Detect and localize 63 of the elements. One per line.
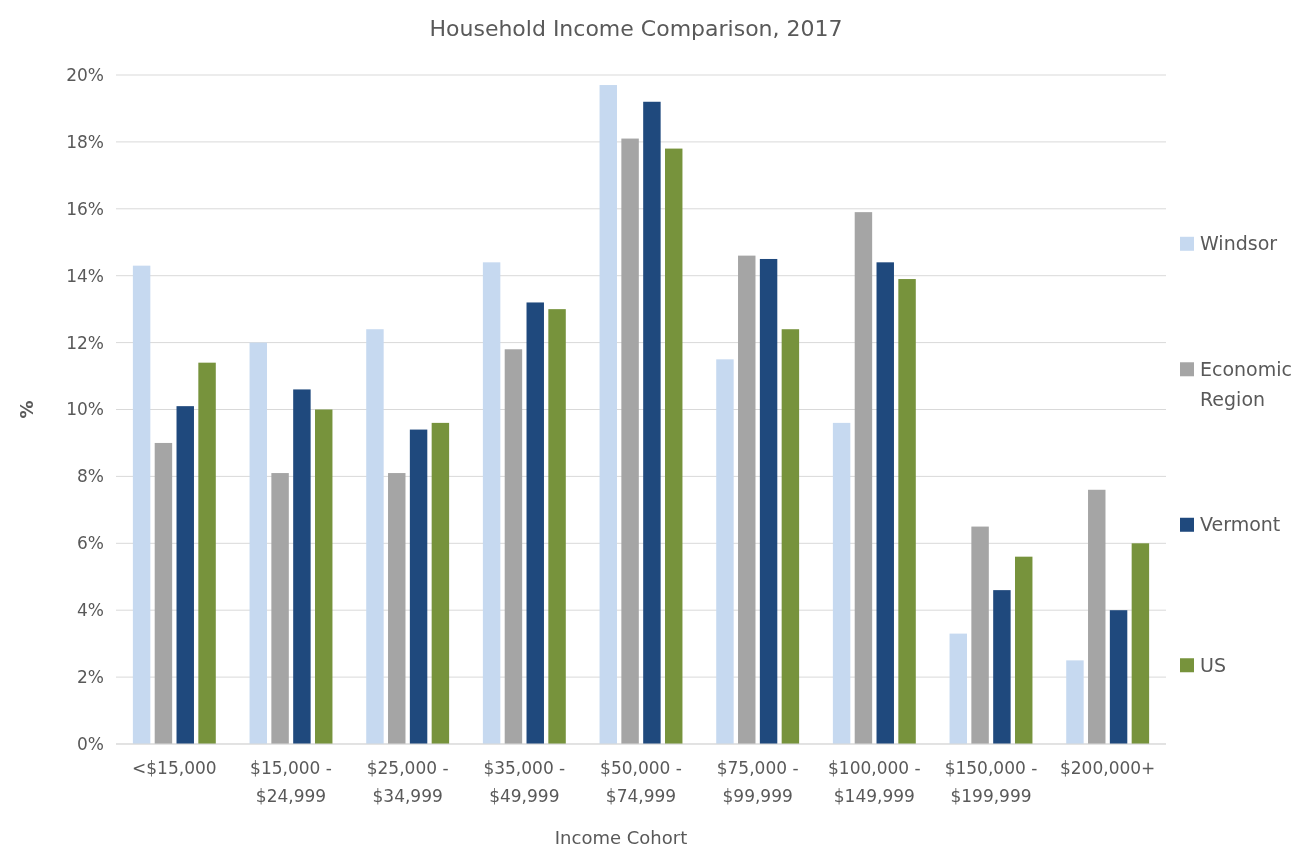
bar [599,85,617,744]
bar [431,422,450,744]
x-axis-title: Income Cohort [554,827,688,846]
y-tick-label: 10% [66,399,104,420]
bar [154,442,173,744]
bar [409,429,428,744]
bar [482,262,501,744]
bar [621,138,639,744]
y-tick-label: 18% [66,131,104,152]
bar [738,255,756,744]
y-tick-label: 0% [77,733,104,754]
bar [249,342,267,744]
bar [548,309,566,744]
y-tick-label: 2% [77,667,104,688]
bar [993,590,1011,744]
y-tick-label: 4% [77,600,104,621]
bar [898,279,916,744]
bar [716,359,734,744]
y-tick-label: 6% [77,533,104,554]
bar [971,526,989,744]
y-tick-label: 12% [66,332,104,353]
x-tick-label: $15,000 - $24,999 [250,758,332,806]
bar [526,302,544,744]
bar [854,212,873,744]
bar [832,422,851,744]
bar [1015,556,1033,744]
bar [876,262,894,744]
y-tick-label: 20% [66,64,104,85]
bar [176,406,194,744]
bar [293,389,311,744]
bar [781,329,800,744]
bar [271,473,289,744]
bar [388,473,406,744]
bar [198,362,216,744]
x-tick-label: $25,000 - $34,999 [366,758,449,806]
bar [1066,660,1084,744]
y-tick-label: 14% [66,265,104,286]
x-tick-label: $75,000 - $99,999 [716,758,799,806]
bar [1088,489,1106,744]
y-tick-label: 16% [66,198,104,219]
x-tick-label: $200,000+ [1059,758,1156,778]
bar [1109,610,1128,744]
legend-label: Windsor [1200,232,1278,255]
bar [759,258,778,744]
bar [132,265,151,744]
bar [643,101,661,744]
legend-label: US [1200,653,1226,676]
y-axis-title: % [16,400,37,419]
x-tick-label: <$15,000 [132,758,217,778]
bar [315,409,333,744]
x-tick-label: $50,000 - $74,999 [600,758,682,806]
x-tick-label: $35,000 - $49,999 [483,758,566,806]
bar [665,148,683,744]
x-tick-label: $100,000 - $149,999 [828,758,921,806]
bar [504,349,523,744]
x-tick-label: $150,000 - $199,999 [944,758,1038,806]
bar [1131,543,1150,744]
bar [949,633,967,744]
legend-label: Vermont [1200,513,1281,536]
chart-title: Household Income Comparison, 2017 [429,16,843,41]
bar [366,329,384,744]
legend-label: Economic Region [1200,357,1292,410]
y-tick-label: 8% [77,466,104,487]
